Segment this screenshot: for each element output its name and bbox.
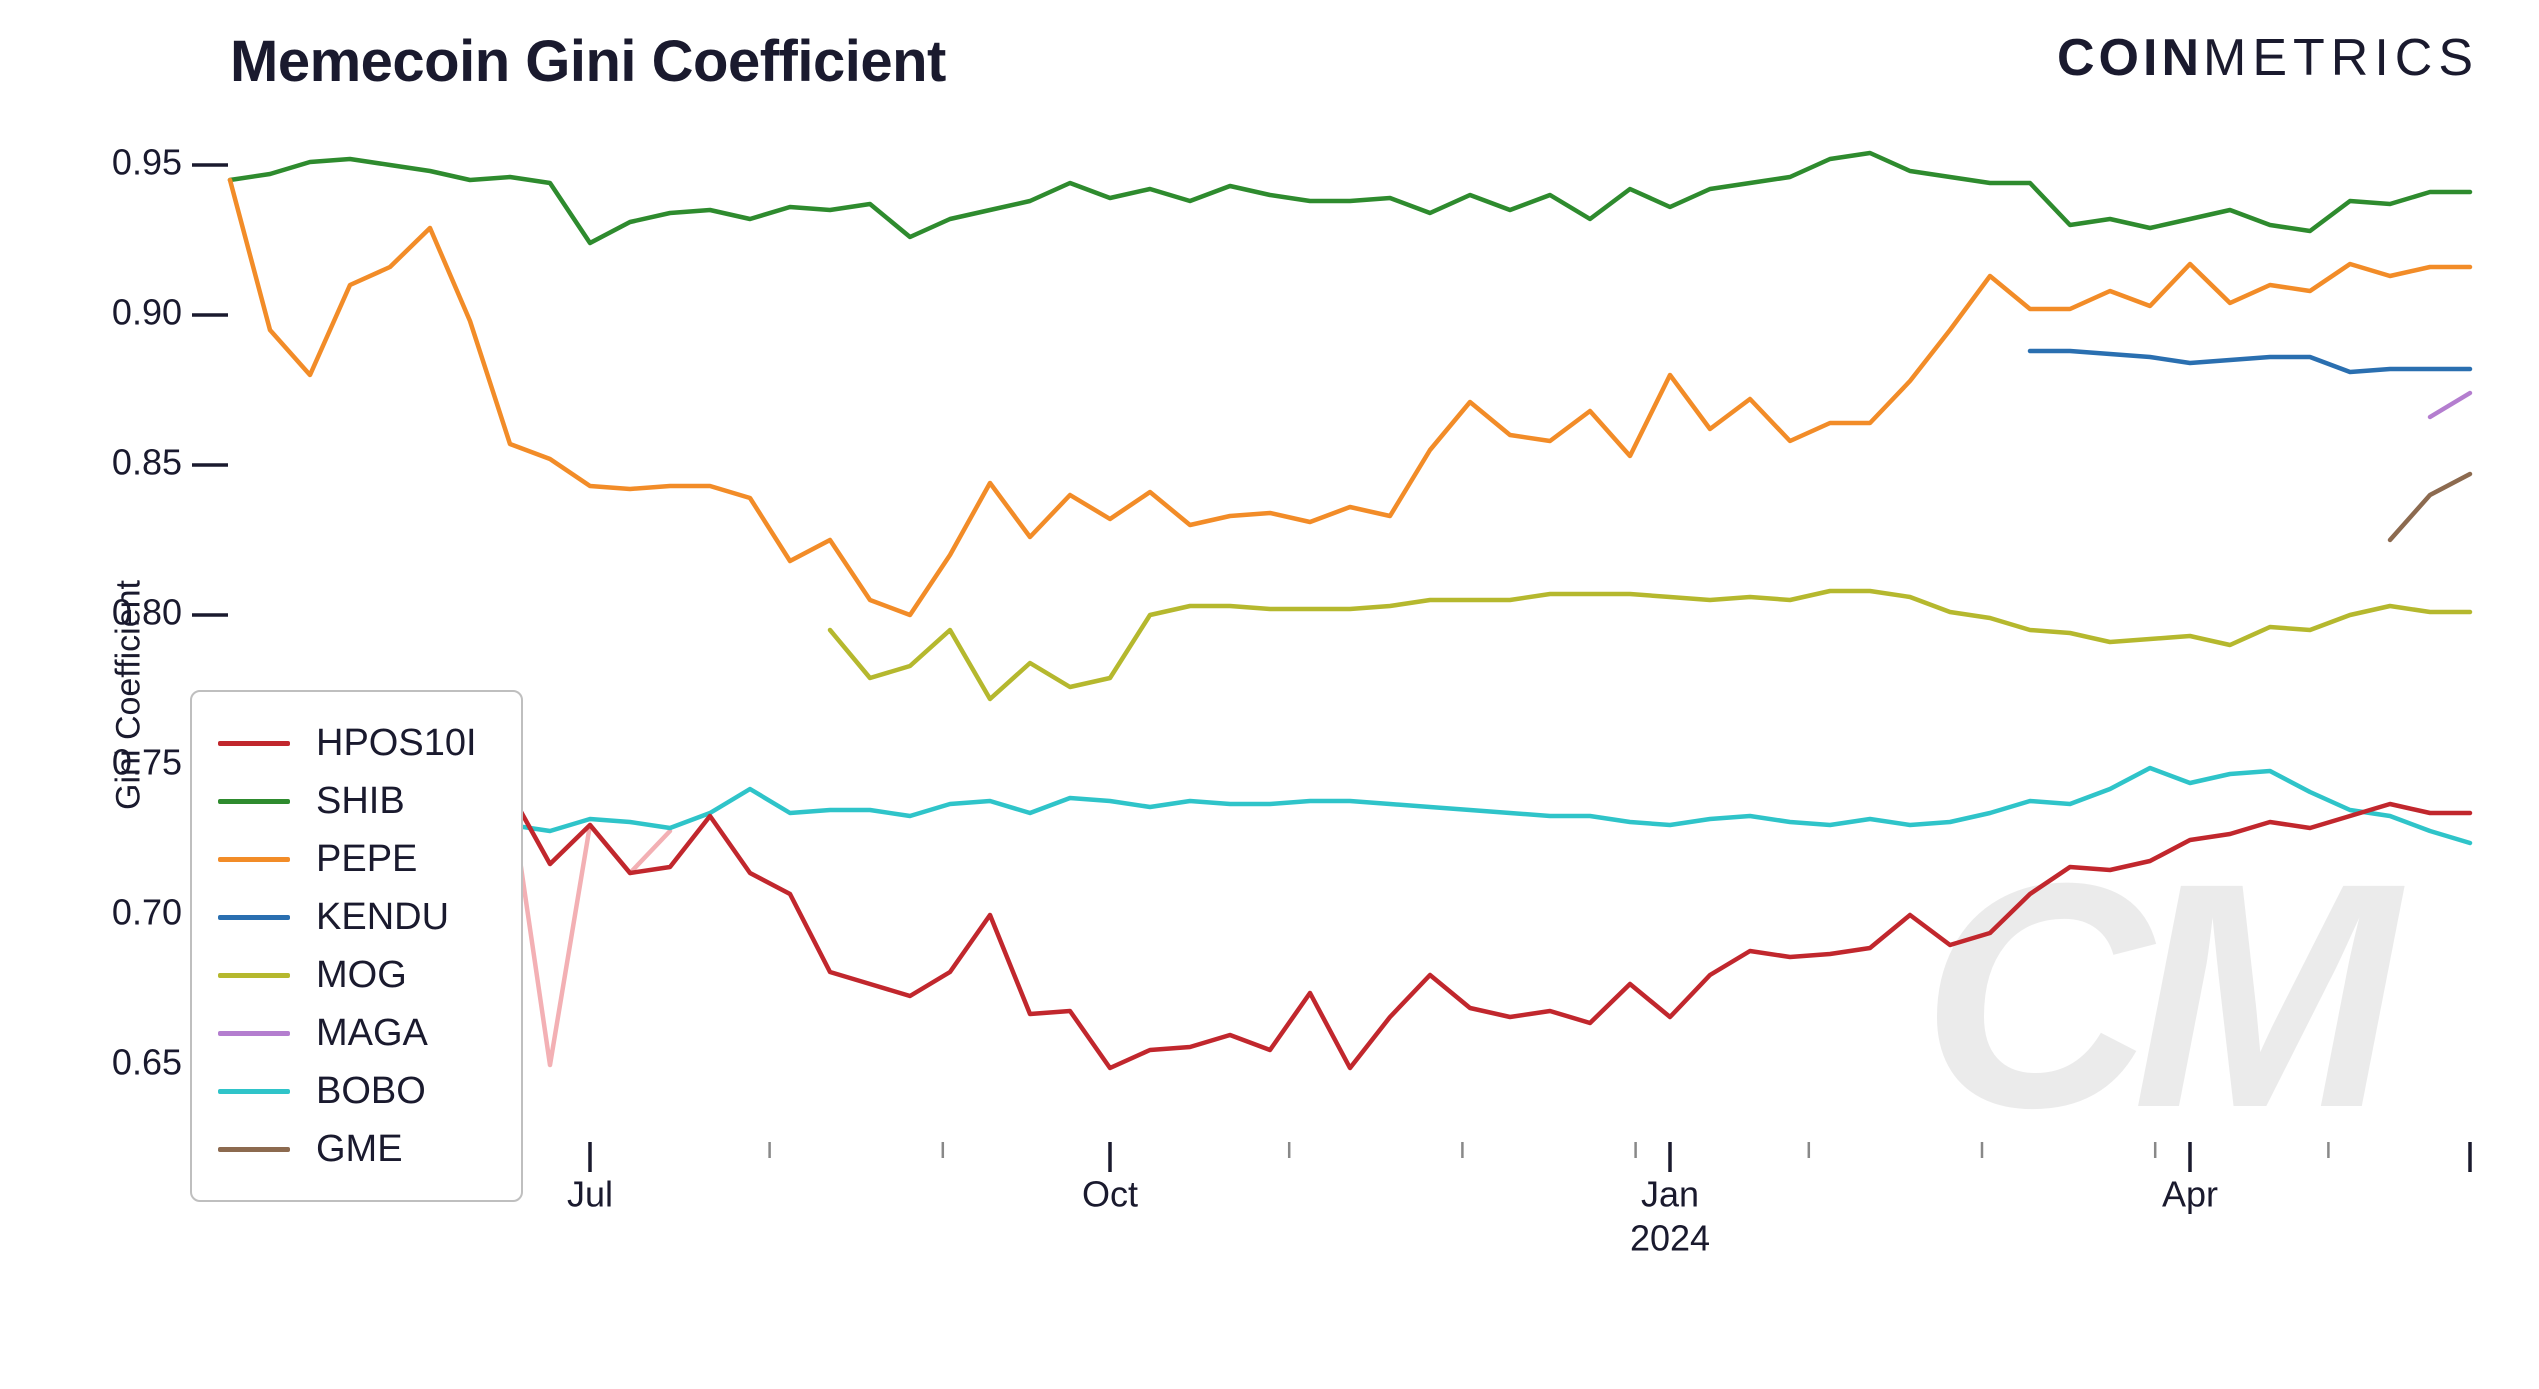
legend-label: PEPE bbox=[316, 838, 417, 881]
legend-label: MAGA bbox=[316, 1012, 428, 1055]
series-hpos10i bbox=[510, 792, 2470, 1068]
brand-light: METRICS bbox=[2203, 29, 2479, 87]
legend-label: SHIB bbox=[316, 780, 405, 823]
legend-swatch bbox=[218, 857, 290, 862]
x-year-label: 2024 bbox=[1630, 1217, 1710, 1258]
legend-item-gme: GME bbox=[218, 1120, 477, 1178]
x-tick-label: Jul bbox=[567, 1173, 613, 1214]
y-tick-label: 0.95 bbox=[112, 142, 182, 183]
legend-swatch bbox=[218, 915, 290, 920]
y-tick-label: 0.80 bbox=[112, 592, 182, 633]
y-tick-label: 0.90 bbox=[112, 292, 182, 333]
chart-container: Memecoin Gini Coefficient COINMETRICS Gi… bbox=[0, 0, 2539, 1389]
series-mog bbox=[830, 591, 2470, 699]
y-tick-label: 0.85 bbox=[112, 442, 182, 483]
legend-item-mog: MOG bbox=[218, 946, 477, 1004]
legend-swatch bbox=[218, 1089, 290, 1094]
legend-swatch bbox=[218, 741, 290, 746]
legend-swatch bbox=[218, 1031, 290, 1036]
x-tick-label: Jan bbox=[1641, 1173, 1699, 1214]
series-pepe bbox=[230, 180, 2470, 615]
legend-label: KENDU bbox=[316, 896, 449, 939]
series-gme bbox=[2390, 474, 2470, 540]
legend-label: BOBO bbox=[316, 1070, 426, 1113]
legend-item-kendu: KENDU bbox=[218, 888, 477, 946]
series-shib bbox=[230, 153, 2470, 243]
brand-bold: COIN bbox=[2057, 29, 2203, 87]
y-tick-label: 0.70 bbox=[112, 892, 182, 933]
legend-item-hpos10i: HPOS10I bbox=[218, 714, 477, 772]
legend-swatch bbox=[218, 973, 290, 978]
legend-swatch bbox=[218, 1147, 290, 1152]
y-tick-label: 0.75 bbox=[112, 742, 182, 783]
legend-item-pepe: PEPE bbox=[218, 830, 477, 888]
chart-title: Memecoin Gini Coefficient bbox=[230, 28, 946, 95]
legend: HPOS10I SHIB PEPE KENDU MOG MAGA BOBO GME bbox=[190, 690, 523, 1202]
legend-swatch bbox=[218, 799, 290, 804]
brand-logo: COINMETRICS bbox=[2057, 28, 2479, 88]
series-maga bbox=[2430, 393, 2470, 417]
series-bobo bbox=[510, 768, 2470, 843]
legend-label: MOG bbox=[316, 954, 407, 997]
legend-item-shib: SHIB bbox=[218, 772, 477, 830]
legend-item-bobo: BOBO bbox=[218, 1062, 477, 1120]
legend-item-maga: MAGA bbox=[218, 1004, 477, 1062]
x-tick-label: Apr bbox=[2162, 1173, 2218, 1214]
legend-label: GME bbox=[316, 1128, 403, 1171]
x-tick-label: Oct bbox=[1082, 1173, 1138, 1214]
y-tick-label: 0.65 bbox=[112, 1042, 182, 1083]
legend-label: HPOS10I bbox=[316, 722, 477, 765]
series-kendu bbox=[2030, 351, 2470, 372]
